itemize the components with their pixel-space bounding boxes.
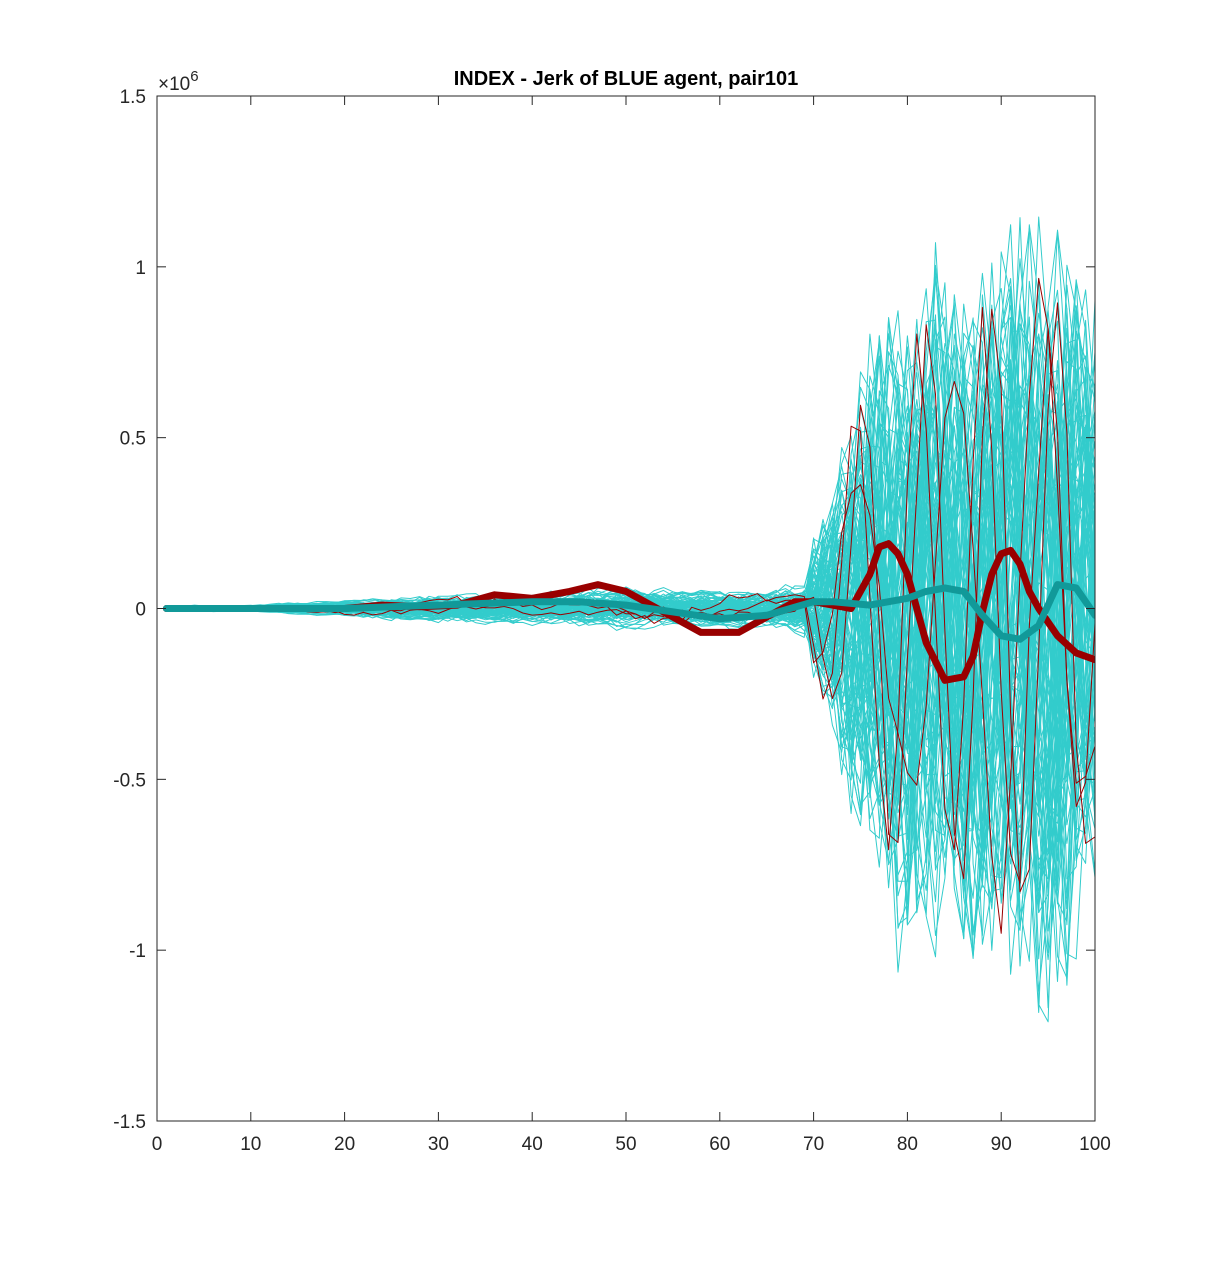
y-tick-label: -1 — [129, 941, 146, 962]
x-tick-labels: 0 10 20 30 40 50 60 70 80 90 100 — [152, 1134, 1111, 1155]
red-trial-line — [166, 306, 1095, 884]
x-tick-label: 10 — [240, 1134, 261, 1155]
chart-title: INDEX - Jerk of BLUE agent, pair101 — [454, 68, 799, 90]
x-tick-label: 90 — [991, 1134, 1012, 1155]
y-tick-label: 1.5 — [120, 87, 146, 108]
y-tick-label: 1 — [135, 258, 146, 279]
x-tick-label: 30 — [428, 1134, 449, 1155]
x-tick-label: 80 — [897, 1134, 918, 1155]
x-tick-label: 100 — [1079, 1134, 1111, 1155]
x-tick-label: 50 — [615, 1134, 636, 1155]
x-tick-label: 60 — [709, 1134, 730, 1155]
axis-ticks — [156, 95, 1096, 1122]
cyan-mean-line — [162, 581, 1095, 643]
y-tick-label: 0 — [135, 600, 146, 621]
x-tick-label: 70 — [803, 1134, 824, 1155]
mean-lines — [162, 540, 1095, 684]
x-tick-label: 0 — [152, 1134, 163, 1155]
y-tick-label: -1.5 — [113, 1112, 146, 1133]
x-tick-label: 40 — [522, 1134, 543, 1155]
y-tick-label: 0.5 — [120, 429, 146, 450]
y-tick-label: -0.5 — [113, 770, 146, 791]
y-exponent-label: ×106 — [158, 68, 199, 95]
y-tick-labels: -1.5 -1 -0.5 0 0.5 1 1.5 — [113, 87, 146, 1133]
x-tick-label: 20 — [334, 1134, 355, 1155]
